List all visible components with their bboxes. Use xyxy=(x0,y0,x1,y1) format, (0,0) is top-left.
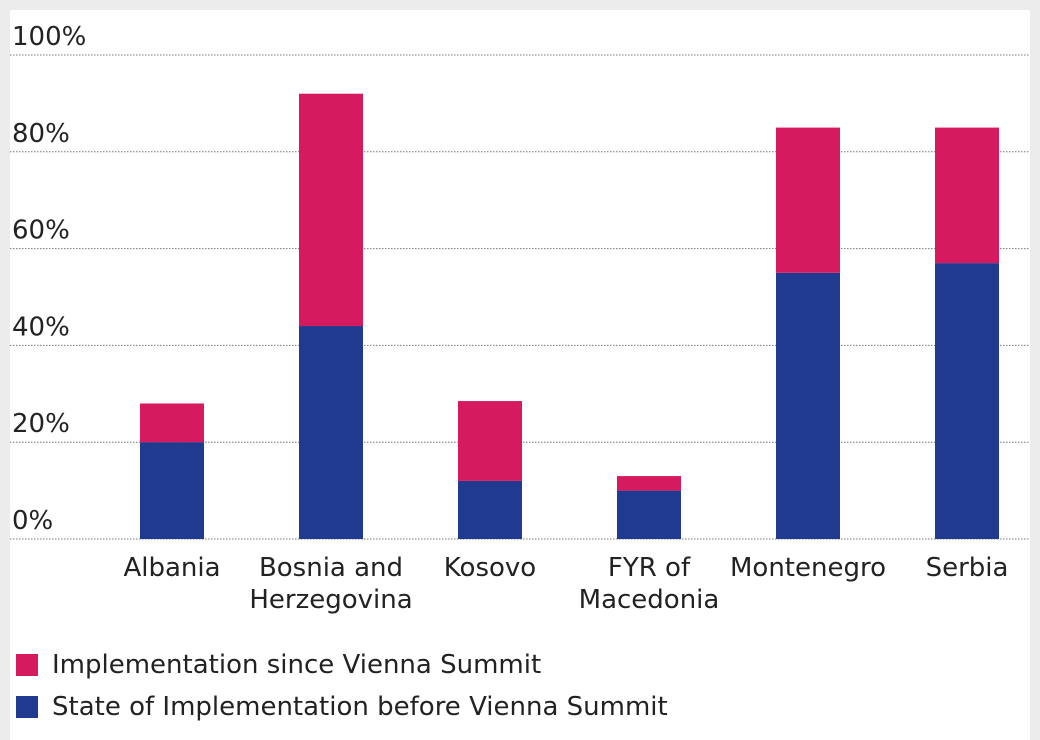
x-tick-label: FYR of Macedonia xyxy=(578,553,720,615)
bar-segment xyxy=(140,403,204,443)
legend-swatch xyxy=(16,696,38,718)
bar-segment xyxy=(776,127,840,273)
x-tick-label: Bosnia and Herzegovina xyxy=(249,553,413,615)
bar-segment xyxy=(935,127,999,264)
x-tick-label: Montenegro xyxy=(729,553,886,583)
legend-item: State of Implementation before Vienna Su… xyxy=(16,692,668,722)
y-tick-label: 80% xyxy=(12,119,70,149)
y-tick-label: 60% xyxy=(12,216,70,246)
legend-swatch xyxy=(16,654,38,676)
bar-segment xyxy=(140,442,204,539)
x-tick-label: Serbia xyxy=(925,553,1009,583)
bar-segment xyxy=(935,263,999,539)
bar-segment xyxy=(776,272,840,539)
y-tick-label: 40% xyxy=(12,312,70,342)
bar-segment xyxy=(299,326,363,539)
x-tick-label: Albania xyxy=(123,553,221,583)
bar-segment xyxy=(617,490,681,539)
y-tick-label: 100% xyxy=(12,22,86,52)
legend-label: State of Implementation before Vienna Su… xyxy=(52,692,668,722)
bar-segment xyxy=(458,401,522,481)
x-tick-label: Kosovo xyxy=(443,553,537,583)
legend-item: Implementation since Vienna Summit xyxy=(16,650,541,680)
bar-segment xyxy=(458,480,522,539)
y-tick-label: 20% xyxy=(12,409,70,439)
panel xyxy=(10,10,1030,740)
y-tick-label: 0% xyxy=(12,506,53,536)
legend-label: Implementation since Vienna Summit xyxy=(52,650,542,680)
bar-segment xyxy=(617,476,681,491)
bar-segment xyxy=(299,93,363,327)
